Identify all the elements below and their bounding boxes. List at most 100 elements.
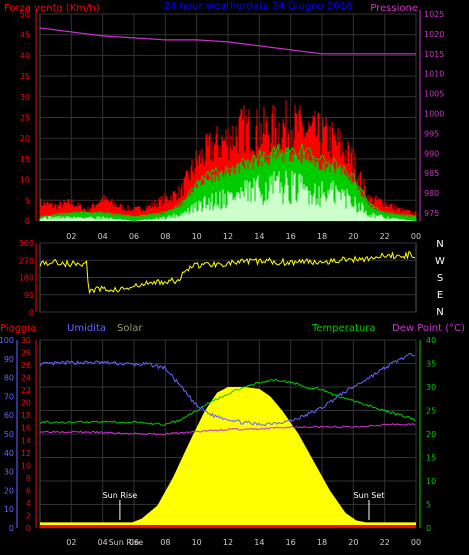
dewpoint-label: Dew Point (°C) bbox=[392, 323, 465, 334]
compass-label: S bbox=[437, 273, 443, 284]
climate-x-tick: 12 bbox=[223, 538, 233, 547]
compass-label: N bbox=[436, 239, 443, 250]
wind-y-tick: 50 bbox=[20, 10, 30, 19]
humidity-y-tick: 0 bbox=[9, 524, 14, 533]
compass-label: E bbox=[437, 290, 443, 301]
humidity-label: Umidita bbox=[67, 323, 106, 334]
humidity-y-tick: 20 bbox=[4, 486, 14, 495]
wind-y-tick: 30 bbox=[20, 93, 30, 102]
rain-y-tick: 28 bbox=[21, 349, 31, 358]
pressure-y-tick: 980 bbox=[424, 189, 439, 198]
climate-x-tick: 04 bbox=[98, 538, 108, 547]
climate-x-tick: 06 bbox=[129, 538, 139, 547]
humidity-y-tick: 60 bbox=[4, 411, 14, 420]
wind-x-tick: 18 bbox=[317, 232, 327, 241]
pressure-y-tick: 1015 bbox=[424, 50, 444, 59]
pressure-y-tick: 1000 bbox=[424, 110, 444, 119]
solar-label: Solar bbox=[117, 323, 143, 334]
wind-y-tick: 40 bbox=[20, 51, 30, 60]
climate-x-tick: 18 bbox=[317, 538, 327, 547]
wind-y-tick: 10 bbox=[20, 176, 30, 185]
wind-x-tick: 02 bbox=[66, 232, 76, 241]
sunrise-label: Sun Rise bbox=[103, 491, 138, 500]
sunset-label: Sun Set bbox=[354, 491, 385, 500]
pressure-y-tick: 1025 bbox=[424, 10, 444, 19]
climate-x-tick: 22 bbox=[380, 538, 390, 547]
climate-x-tick: 14 bbox=[254, 538, 264, 547]
rain-y-tick: 8 bbox=[26, 474, 31, 483]
humidity-y-tick: 30 bbox=[4, 468, 14, 477]
wind-x-tick: 04 bbox=[98, 232, 108, 241]
rain-y-tick: 26 bbox=[21, 361, 31, 370]
wind-x-tick: 12 bbox=[223, 232, 233, 241]
pressure-y-tick: 985 bbox=[424, 169, 439, 178]
rain-y-tick: 2 bbox=[26, 511, 31, 520]
chart-title: 24 hour weatherdata 24 Giugno 2016 bbox=[164, 1, 353, 12]
pressure-axis-label: Pressione bbox=[370, 3, 418, 14]
pressure-y-tick: 1005 bbox=[424, 90, 444, 99]
compass-label: W bbox=[435, 256, 445, 267]
wind-x-tick: 22 bbox=[380, 232, 390, 241]
pressure-y-tick: 1010 bbox=[424, 70, 444, 79]
rain-y-tick: 30 bbox=[21, 336, 31, 345]
pressure-y-tick: 995 bbox=[424, 129, 439, 138]
wind-x-tick: 14 bbox=[254, 232, 264, 241]
dewpoint-series bbox=[39, 423, 416, 436]
sunrise-tick-label: Sun Rise bbox=[109, 538, 144, 547]
temperature-label: Temperatura bbox=[311, 323, 376, 334]
wind-x-tick: 00 bbox=[411, 232, 421, 241]
climate-x-tick: 16 bbox=[286, 538, 296, 547]
solar-area bbox=[40, 387, 416, 528]
temp-y-tick: 25 bbox=[426, 407, 436, 416]
wind-x-tick: 20 bbox=[348, 232, 358, 241]
pressure-series bbox=[39, 27, 416, 55]
rain-y-tick: 20 bbox=[21, 399, 31, 408]
temperature-series bbox=[39, 378, 416, 426]
climate-x-tick: 20 bbox=[348, 538, 358, 547]
climate-x-tick: 02 bbox=[66, 538, 76, 547]
rain-y-tick: 24 bbox=[21, 374, 31, 383]
climate-x-tick: 08 bbox=[160, 538, 170, 547]
pressure-y-tick: 1020 bbox=[424, 30, 444, 39]
rain-y-tick: 16 bbox=[21, 424, 31, 433]
pressure-y-tick: 990 bbox=[424, 149, 439, 158]
rain-y-tick: 14 bbox=[21, 436, 31, 445]
temp-y-tick: 10 bbox=[426, 477, 436, 486]
wind-y-tick: 5 bbox=[25, 196, 30, 205]
direction-y-tick: 90 bbox=[24, 291, 34, 300]
temp-y-tick: 15 bbox=[426, 454, 436, 463]
wind-y-tick: 0 bbox=[25, 217, 30, 226]
temp-y-tick: 30 bbox=[426, 383, 436, 392]
rain-y-tick: 18 bbox=[21, 411, 31, 420]
direction-y-tick: 0 bbox=[29, 308, 34, 317]
humidity-y-tick: 90 bbox=[4, 355, 14, 364]
climate-x-tick: 00 bbox=[411, 538, 421, 547]
direction-series bbox=[39, 250, 416, 295]
rain-y-tick: 10 bbox=[21, 461, 31, 470]
humidity-y-tick: 50 bbox=[4, 430, 14, 439]
temp-y-tick: 5 bbox=[426, 501, 431, 510]
temp-y-tick: 40 bbox=[426, 336, 436, 345]
wind-x-tick: 06 bbox=[129, 232, 139, 241]
humidity-series bbox=[39, 352, 416, 427]
direction-y-tick: 270 bbox=[19, 256, 34, 265]
direction-y-tick: 360 bbox=[19, 239, 34, 248]
wind-avg-series bbox=[39, 170, 416, 221]
humidity-y-tick: 10 bbox=[4, 505, 14, 514]
wind-y-tick: 15 bbox=[20, 155, 30, 164]
rain-label: Pioggia bbox=[0, 323, 36, 334]
direction-y-tick: 180 bbox=[19, 274, 34, 283]
wind-speed-line bbox=[39, 143, 417, 218]
pressure-y-tick: 975 bbox=[424, 209, 439, 218]
wind-axis-label: Forza vento (Km/h) bbox=[4, 3, 100, 14]
wind-x-tick: 16 bbox=[286, 232, 296, 241]
rain-series bbox=[40, 525, 416, 528]
rain-y-tick: 6 bbox=[26, 486, 31, 495]
humidity-y-tick: 100 bbox=[0, 336, 14, 345]
wind-y-tick: 20 bbox=[20, 134, 30, 143]
humidity-y-tick: 70 bbox=[4, 392, 14, 401]
rain-y-tick: 0 bbox=[26, 524, 31, 533]
wind-y-tick: 25 bbox=[20, 114, 30, 123]
temp-y-tick: 20 bbox=[426, 430, 436, 439]
rain-y-tick: 22 bbox=[21, 386, 31, 395]
